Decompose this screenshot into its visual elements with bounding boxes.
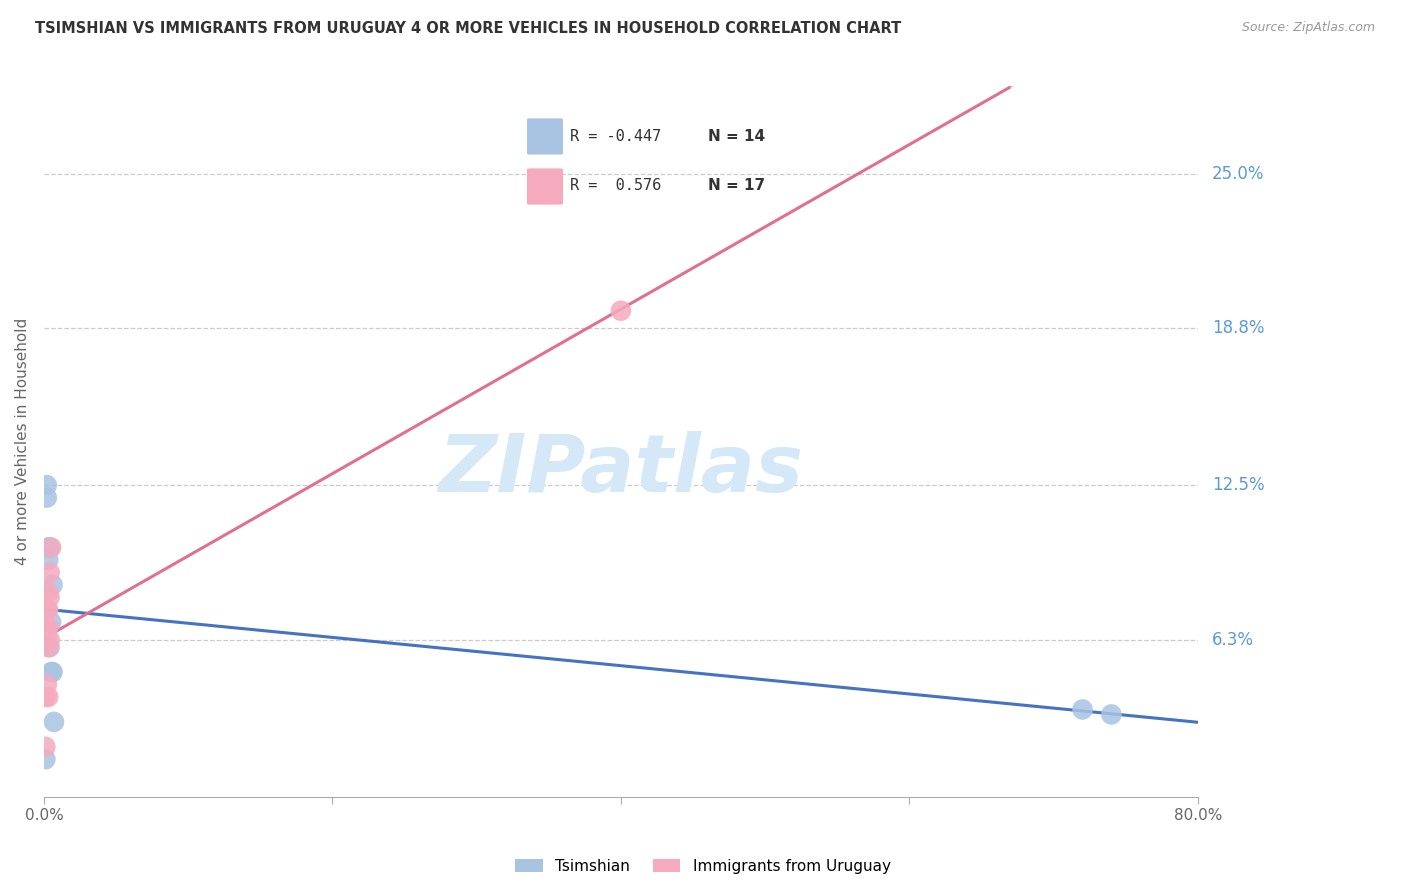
Point: [37, 541, 59, 555]
Text: Source: ZipAtlas.com: Source: ZipAtlas.com: [1241, 21, 1375, 35]
Point: [1071, 702, 1094, 716]
Point: [34, 752, 56, 766]
Point: [42, 714, 65, 729]
Point: [1099, 707, 1122, 722]
Point: [35, 677, 58, 691]
Point: [39, 541, 62, 555]
Point: [35, 620, 58, 634]
Point: [37, 640, 59, 654]
Point: [38, 640, 60, 654]
Point: [34, 690, 56, 704]
Point: [41, 578, 63, 592]
Text: TSIMSHIAN VS IMMIGRANTS FROM URUGUAY 4 OR MORE VEHICLES IN HOUSEHOLD CORRELATION: TSIMSHIAN VS IMMIGRANTS FROM URUGUAY 4 O…: [35, 21, 901, 37]
Point: [34, 739, 56, 754]
Point: [41, 665, 63, 679]
Point: [39, 615, 62, 630]
Point: [37, 553, 59, 567]
Point: [38, 566, 60, 580]
Legend: Tsimshian, Immigrants from Uruguay: Tsimshian, Immigrants from Uruguay: [509, 853, 897, 880]
Point: [34, 632, 56, 647]
Point: [38, 541, 60, 555]
Point: [37, 603, 59, 617]
Point: [35, 632, 58, 647]
Point: [610, 303, 633, 318]
Text: ZIPatlas: ZIPatlas: [439, 431, 803, 509]
Y-axis label: 4 or more Vehicles in Household: 4 or more Vehicles in Household: [15, 318, 30, 566]
Point: [35, 603, 58, 617]
Point: [35, 478, 58, 492]
Point: [38, 632, 60, 647]
Text: 6.3%: 6.3%: [1212, 631, 1254, 648]
Text: 12.5%: 12.5%: [1212, 476, 1264, 494]
Point: [35, 491, 58, 505]
Text: 18.8%: 18.8%: [1212, 319, 1264, 337]
Text: 25.0%: 25.0%: [1212, 165, 1264, 183]
Point: [37, 585, 59, 599]
Point: [38, 591, 60, 605]
Point: [37, 690, 59, 704]
Point: [37, 620, 59, 634]
Point: [39, 665, 62, 679]
